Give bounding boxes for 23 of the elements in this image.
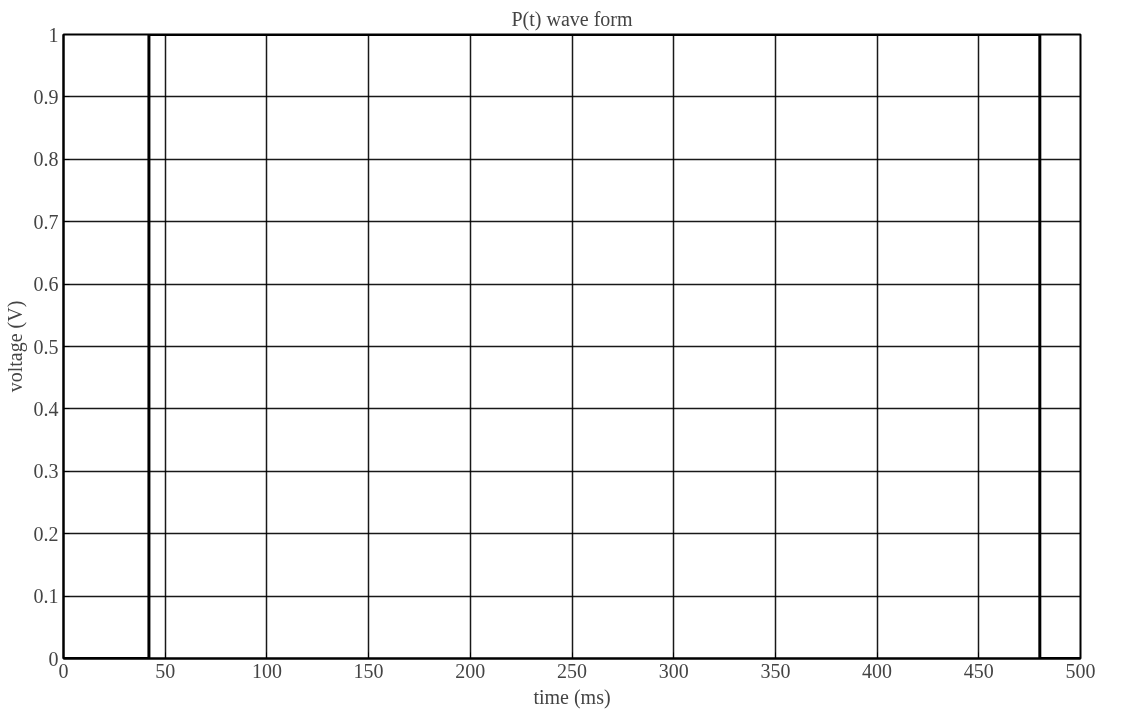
- y-tick-label: 0.4: [33, 397, 59, 420]
- x-tick-label: 300: [658, 659, 689, 682]
- x-axis-title: time (ms): [533, 685, 611, 709]
- x-tick-label: 350: [760, 659, 791, 682]
- x-tick-label: 450: [963, 659, 994, 682]
- x-tick-label: 150: [353, 659, 384, 682]
- x-tick-label: 400: [862, 659, 893, 682]
- x-tick-label: 100: [251, 659, 282, 682]
- y-tick-label: 1: [48, 23, 59, 46]
- y-tick-label: 0.9: [33, 85, 59, 108]
- y-tick-label: 0.5: [33, 335, 59, 358]
- y-tick-label: 0.6: [33, 273, 59, 296]
- y-tick-label: 0.1: [33, 585, 59, 608]
- y-tick-label: 0.3: [33, 460, 59, 483]
- y-tick-label: 0.7: [33, 210, 59, 233]
- y-tick-label: 0.2: [33, 522, 59, 545]
- y-tick-label: 0.8: [33, 148, 59, 171]
- x-tick-label: 250: [557, 659, 587, 682]
- x-tick-label: 200: [455, 659, 486, 682]
- y-axis-title: voltage (V): [3, 300, 27, 393]
- x-tick-label: 500: [1065, 659, 1096, 682]
- x-tick-label: 50: [155, 659, 176, 682]
- chart-title: P(t) wave form: [511, 7, 633, 31]
